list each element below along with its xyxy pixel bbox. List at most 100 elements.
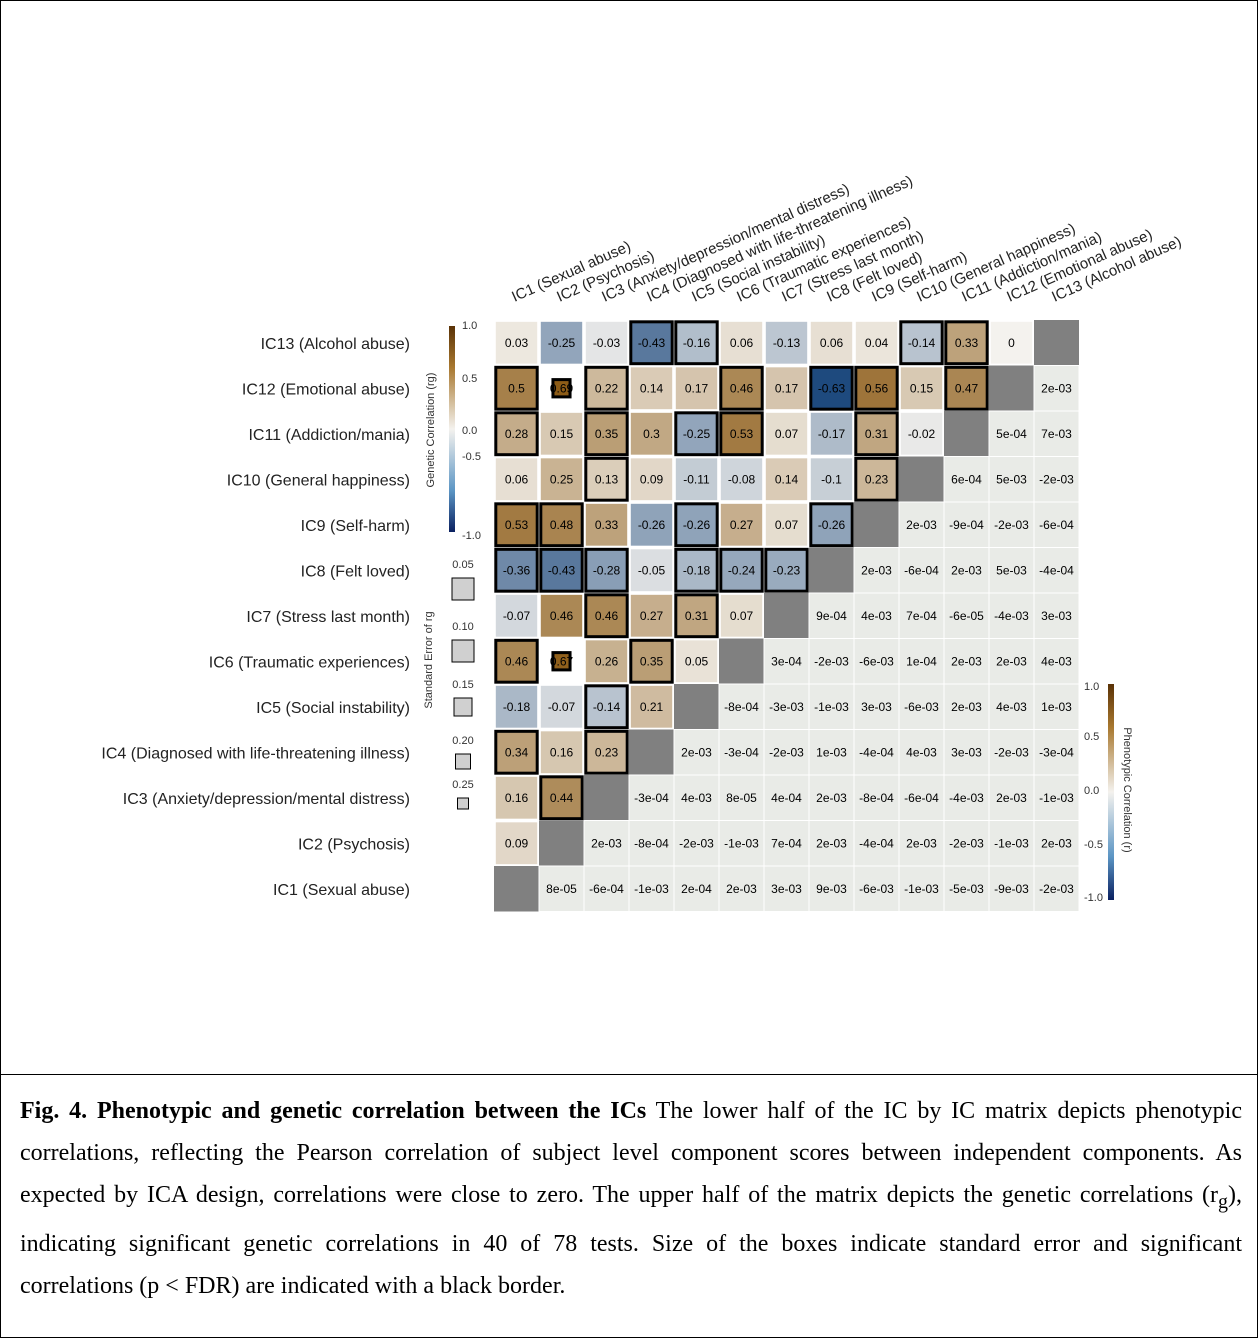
phenotypic-cell: [583, 865, 630, 912]
genetic-value: 0.09: [640, 472, 664, 486]
phenotypic-cell: [808, 820, 855, 867]
genetic-value: 0.46: [730, 381, 754, 395]
genetic-colorbar: [449, 326, 455, 532]
phenotypic-value: 5e-03: [996, 563, 1027, 577]
genetic-cell: [540, 458, 583, 501]
genetic-cell: [674, 593, 719, 639]
genetic-cell: [630, 549, 673, 592]
genetic-cell: [900, 367, 943, 410]
phenotypic-cell: [763, 820, 810, 867]
diagonal-cell: [674, 684, 719, 730]
phenotypic-value: 2e-03: [906, 518, 937, 532]
phenotypic-cell: [1033, 820, 1080, 867]
genetic-value: -0.26: [683, 518, 711, 532]
phenotypic-value: -6e-04: [904, 563, 939, 577]
phenotypic-value: 2e-03: [996, 791, 1027, 805]
genetic-cell: [810, 412, 853, 455]
phenotypic-value: 4e-03: [996, 700, 1027, 714]
phenotypic-cell: [988, 774, 1035, 821]
diagonal-cell: [764, 593, 809, 639]
genetic-value: 0.15: [550, 427, 574, 441]
genetic-value: 0.14: [775, 472, 799, 486]
diagonal-cell: [629, 729, 674, 775]
genetic-value: 0.33: [955, 336, 979, 350]
se-legend-label: 0.20: [452, 735, 473, 747]
phenotypic-value: 9e-03: [816, 882, 847, 896]
phenotypic-cell: [673, 820, 720, 867]
phenotypic-cell: [808, 865, 855, 912]
se-legend-box: [451, 577, 475, 601]
genetic-cell: [585, 640, 628, 683]
genetic-cell: [810, 458, 853, 501]
genetic-cell: [551, 378, 572, 399]
phenotypic-value: -2e-03: [949, 836, 984, 850]
phenotypic-value: -1e-03: [904, 882, 939, 896]
genetic-cell: [720, 503, 763, 546]
genetic-value: -0.26: [818, 518, 846, 532]
genetic-value: 0.5: [508, 381, 525, 395]
genetic-value: -0.26: [638, 518, 666, 532]
genetic-cell: [540, 731, 583, 774]
phenotypic-cell: [898, 592, 945, 639]
caption-title: Fig. 4. Phenotypic and genetic correlati…: [20, 1098, 647, 1124]
phenotypic-legend-title: Phenotypic Correlation (r): [1121, 727, 1133, 852]
genetic-cell: [765, 367, 808, 410]
genetic-cell: [584, 593, 629, 639]
genetic-value: 0.27: [730, 518, 754, 532]
se-legend-box: [453, 697, 473, 717]
genetic-cell: [584, 684, 629, 730]
genetic-cell: [539, 547, 584, 593]
row-label: IC4 (Diagnosed with life-threatening ill…: [101, 745, 410, 762]
phenotypic-value: -6e-04: [589, 882, 624, 896]
genetic-value: -0.1: [821, 472, 842, 486]
diagonal-cell: [944, 411, 989, 457]
diagonal-cell: [854, 502, 899, 548]
phenotypic-value: -9e-04: [949, 518, 984, 532]
phenotypic-value: 8e-05: [546, 882, 577, 896]
phenotypic-cell: [718, 683, 765, 730]
phenotypic-cell: [808, 592, 855, 639]
row-label: IC9 (Self-harm): [301, 518, 410, 535]
genetic-cell: [494, 547, 539, 593]
phenotypic-value: -3e-04: [724, 745, 759, 759]
genetic-cell: [720, 321, 763, 364]
genetic-value: 0.69: [550, 381, 574, 395]
phenotypic-value: -2e-03: [1039, 472, 1074, 486]
phenotypic-value: -6e-04: [1039, 518, 1074, 532]
diagonal-cell: [539, 820, 584, 866]
phenotypic-value: 3e-03: [861, 700, 892, 714]
phenotypic-value: -6e-03: [904, 700, 939, 714]
genetic-value: 0.06: [730, 336, 754, 350]
genetic-value: -0.43: [548, 563, 576, 577]
genetic-cell: [584, 411, 629, 457]
genetic-value: -0.25: [548, 336, 576, 350]
genetic-value: -0.14: [593, 700, 621, 714]
genetic-value: -0.08: [728, 472, 756, 486]
row-label: IC6 (Traumatic experiences): [209, 654, 410, 671]
phenotypic-value: -9e-03: [994, 882, 1029, 896]
phenotypic-value: -1e-03: [994, 836, 1029, 850]
row-label: IC1 (Sexual abuse): [273, 882, 410, 899]
genetic-value: -0.24: [728, 563, 756, 577]
genetic-cell: [629, 320, 674, 366]
genetic-value: 0.23: [595, 745, 619, 759]
genetic-value: -0.13: [773, 336, 801, 350]
phenotypic-cell: [988, 683, 1035, 730]
genetic-cell: [540, 594, 583, 637]
phenotypic-legend-tick: 0.5: [1084, 731, 1099, 743]
phenotypic-cell: [1033, 729, 1080, 776]
genetic-cell: [630, 594, 673, 637]
genetic-legend-tick: -1.0: [462, 530, 481, 542]
phenotypic-cell: [988, 547, 1035, 594]
genetic-cell: [630, 412, 673, 455]
genetic-cell: [854, 365, 899, 411]
phenotypic-cell: [763, 865, 810, 912]
genetic-cell: [764, 547, 809, 593]
genetic-value: 0.16: [550, 745, 574, 759]
phenotypic-value: 7e-04: [906, 609, 937, 623]
genetic-value: -0.43: [638, 336, 666, 350]
diagonal-cell: [989, 365, 1034, 411]
phenotypic-value: -6e-03: [859, 882, 894, 896]
phenotypic-legend-tick: -0.5: [1084, 839, 1103, 851]
genetic-cell: [900, 412, 943, 455]
